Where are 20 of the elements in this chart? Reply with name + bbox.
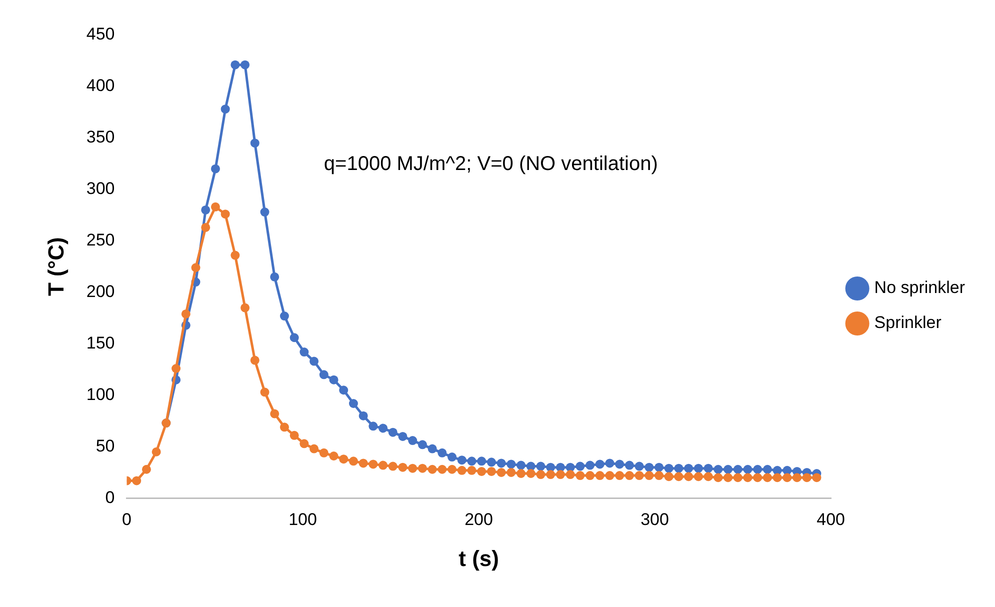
y-tick-label: 150 (86, 333, 115, 352)
y-tick-label: 50 (96, 436, 115, 456)
y-tick-label: 400 (86, 76, 115, 96)
legend-label: No sprinkler (874, 278, 966, 298)
y-tick-label: 450 (86, 24, 115, 44)
y-tick-label: 350 (86, 128, 115, 147)
y-tick-label: 0 (105, 488, 115, 507)
y-tick-label: 300 (86, 179, 115, 198)
x-tick-label: 0 (122, 510, 132, 530)
y-tick-label: 100 (86, 384, 115, 404)
y-tick-label: 200 (86, 282, 115, 302)
x-tick-label: 300 (640, 510, 669, 530)
x-axis-title: t (s) (458, 546, 499, 571)
annotation: q=1000 MJ/m^2; V=0 (NO ventilation) (324, 153, 658, 176)
legend-label: Sprinkler (874, 313, 942, 332)
x-tick-label: 100 (288, 510, 317, 530)
y-axis-title: T (°C) (43, 237, 68, 296)
y-tick-label: 250 (86, 230, 115, 250)
x-tick-label: 400 (816, 510, 845, 530)
x-tick-label: 200 (464, 510, 493, 530)
